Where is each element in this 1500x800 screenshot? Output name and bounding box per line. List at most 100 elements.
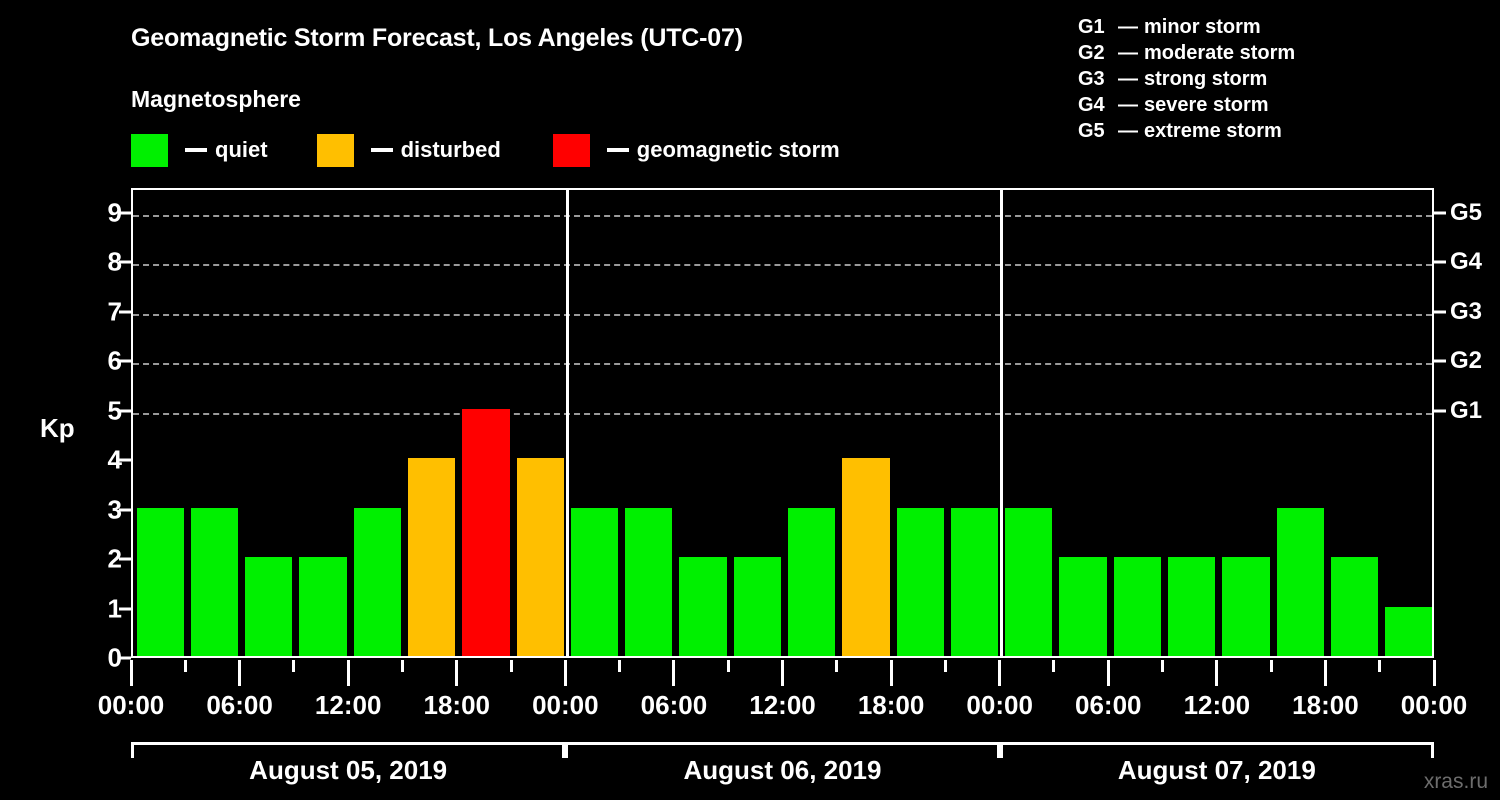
- bar[interactable]: [353, 507, 401, 656]
- bar[interactable]: [733, 557, 781, 656]
- legend-item-disturbed: disturbed: [316, 133, 501, 167]
- day-label: August 06, 2019: [683, 755, 882, 785]
- g-scale-code: G5: [1078, 120, 1105, 142]
- g-scale-label: strong storm: [1144, 68, 1268, 90]
- g-scale-legend: G1 — minor storm G2 — moderate storm G3 — strong…: [1078, 14, 1295, 144]
- y-tick-label: 2: [107, 543, 122, 574]
- y-tick-mark-9: [119, 211, 131, 215]
- y-tick-label: 5: [107, 395, 122, 426]
- bar[interactable]: [136, 507, 184, 656]
- x-tick-major: [781, 660, 784, 686]
- y-tick-mark-5: [119, 409, 131, 413]
- y-tick-mark-6: [119, 359, 131, 363]
- gridline-kp-8: [133, 264, 1432, 267]
- bar[interactable]: [679, 557, 727, 656]
- x-tick-minor: [183, 660, 187, 672]
- g-axis-label-g4: G4: [1450, 248, 1483, 276]
- g-scale-code: G4: [1078, 94, 1105, 116]
- g-tick-mark-g3: [1434, 310, 1446, 314]
- x-tick-minor: [835, 660, 839, 672]
- g-scale-dash-icon: —: [1118, 68, 1138, 90]
- bar[interactable]: [462, 408, 510, 656]
- bar[interactable]: [1113, 557, 1162, 656]
- bar[interactable]: [788, 507, 836, 656]
- y-tick-mark-3: [119, 508, 131, 512]
- color-legend: quiet disturbed geomagnetic storm: [131, 133, 840, 167]
- day-label: August 07, 2019: [1117, 755, 1316, 785]
- g-scale-row-g4: G4 — severe storm: [1078, 92, 1295, 118]
- bar[interactable]: [570, 507, 619, 656]
- x-tick-major: [455, 660, 459, 686]
- bar[interactable]: [950, 507, 999, 656]
- y-tick-label: 6: [107, 345, 122, 376]
- x-tick-label: 06:00: [206, 690, 273, 720]
- g-scale-code: G3: [1078, 68, 1105, 90]
- g-scale-dash-icon: —: [1118, 42, 1138, 64]
- g-scale-label: extreme storm: [1144, 120, 1282, 142]
- x-tick-label: 12:00: [314, 690, 382, 720]
- day-bracket-2: [999, 742, 1434, 758]
- g-scale-row-g5: G5 — extreme storm: [1078, 118, 1295, 144]
- x-tick-label: 12:00: [749, 690, 816, 720]
- gridline-kp-6: [133, 363, 1432, 366]
- legend-label: disturbed: [400, 137, 501, 162]
- x-tick-minor: [1269, 660, 1273, 672]
- bar[interactable]: [1168, 557, 1216, 656]
- bar[interactable]: [1059, 557, 1107, 656]
- g-scale-row-g3: G3 — strong storm: [1078, 66, 1295, 92]
- bar[interactable]: [896, 507, 944, 656]
- bar[interactable]: [842, 458, 890, 656]
- x-tick-minor: [618, 660, 622, 672]
- bar[interactable]: [1005, 507, 1053, 656]
- y-tick-mark-4: [119, 458, 131, 462]
- legend-dash-icon: [606, 148, 629, 152]
- day-bracket-1: [565, 742, 1000, 758]
- bar[interactable]: [407, 458, 456, 656]
- bar[interactable]: [1276, 507, 1324, 656]
- x-tick-label: 00:00: [1400, 690, 1468, 720]
- y-axis-title: Kp: [40, 413, 75, 443]
- g-axis-label-g1: G1: [1450, 396, 1483, 424]
- y-tick-label: 4: [107, 444, 122, 475]
- x-tick-minor: [726, 660, 730, 672]
- bar[interactable]: [299, 557, 347, 656]
- bar[interactable]: [1385, 606, 1433, 656]
- x-tick-major: [1323, 660, 1327, 686]
- g-tick-mark-g4: [1434, 260, 1446, 264]
- y-tick-mark-8: [119, 260, 131, 264]
- x-tick-major: [346, 660, 350, 686]
- day-separator-2: [1000, 190, 1004, 656]
- watermark: xras.ru: [1423, 770, 1488, 793]
- quiet-swatch: [131, 133, 168, 167]
- y-tick-label: 8: [107, 246, 122, 277]
- x-tick-major: [672, 660, 676, 686]
- legend-item-geomagnetic-storm: geomagnetic storm: [552, 133, 840, 167]
- g-scale-dash-icon: —: [1118, 16, 1138, 38]
- x-tick-minor: [400, 660, 404, 672]
- bar[interactable]: [190, 507, 239, 656]
- bar[interactable]: [1222, 557, 1270, 656]
- g-axis-label-g2: G2: [1450, 347, 1483, 375]
- plot-inner: [133, 190, 1433, 656]
- y-tick-label: 9: [107, 197, 122, 228]
- g-scale-dash-icon: —: [1118, 120, 1138, 142]
- y-tick-mark-2: [119, 557, 131, 561]
- bar[interactable]: [625, 507, 673, 656]
- legend-label: geomagnetic storm: [636, 137, 840, 162]
- bar[interactable]: [245, 557, 293, 656]
- g-tick-mark-g1: [1434, 409, 1446, 413]
- x-tick-major: [1432, 660, 1436, 686]
- bar[interactable]: [1330, 557, 1379, 656]
- x-tick-minor: [1378, 660, 1382, 672]
- g-scale-label: minor storm: [1144, 16, 1261, 38]
- x-tick-minor: [509, 660, 513, 672]
- legend-item-quiet: quiet: [131, 133, 268, 167]
- x-tick-major: [998, 660, 1002, 686]
- x-tick-label: 18:00: [857, 690, 925, 720]
- legend-dash-icon: [185, 148, 207, 152]
- day-bracket-0: [131, 742, 566, 758]
- day-separator-1: [565, 190, 569, 656]
- bar[interactable]: [516, 458, 564, 656]
- legend-dash-icon: [370, 148, 393, 152]
- y-tick-label: 3: [107, 494, 122, 525]
